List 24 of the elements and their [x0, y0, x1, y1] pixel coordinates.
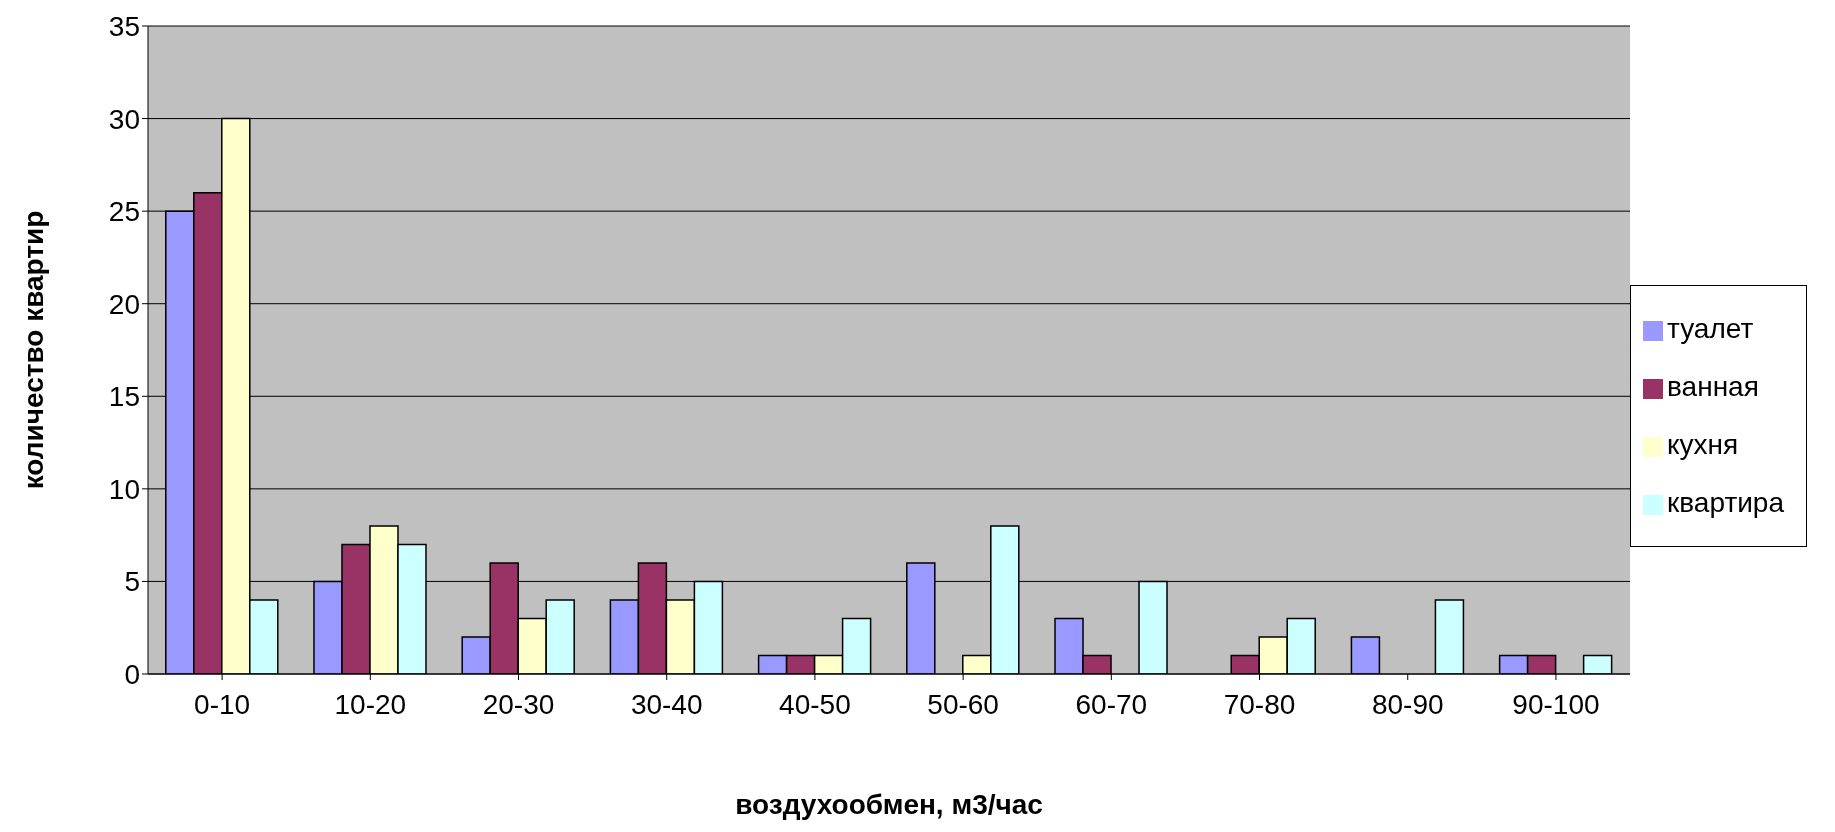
y-tick-label: 35	[108, 10, 140, 42]
x-tick-label: 90-100	[1512, 688, 1600, 720]
x-tick-label: 60-70	[1075, 688, 1148, 720]
x-tick-label: 70-80	[1223, 688, 1296, 720]
y-tick-label: 0	[124, 658, 140, 690]
y-tick-label: 15	[108, 381, 140, 413]
y-axis-title: количество квартир	[17, 210, 49, 490]
x-tick-label: 50-60	[927, 688, 999, 720]
x-tick-label: 80-90	[1371, 688, 1444, 720]
y-tick-label: 5	[124, 566, 140, 598]
x-axis-title: воздухообмен, м3/час	[735, 789, 1043, 820]
x-tick-label: 10-20	[334, 688, 407, 720]
x-tick-label: 40-50	[779, 688, 851, 720]
y-tick-label: 20	[108, 288, 140, 320]
legend-label: квартира	[1667, 487, 1784, 518]
y-tick-label: 25	[108, 196, 140, 228]
x-tick-label: 0-10	[194, 688, 251, 720]
x-tick-label: 30-40	[630, 688, 703, 720]
legend-label: ванная	[1667, 371, 1759, 402]
legend-label: туалет	[1667, 313, 1754, 344]
y-tick-label: 30	[108, 103, 140, 135]
legend-label: кухня	[1667, 429, 1739, 460]
y-tick-label: 10	[108, 473, 140, 505]
x-tick-label: 20-30	[482, 688, 555, 720]
